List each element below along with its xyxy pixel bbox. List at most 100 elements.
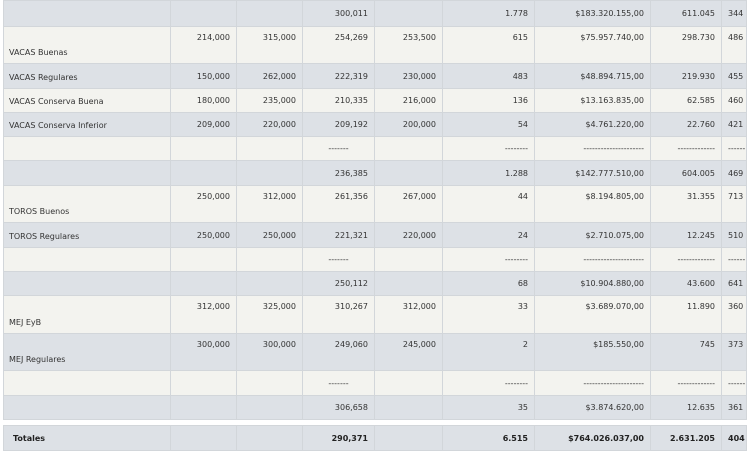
value-cell: 421 (721, 112, 747, 137)
value-cell: ------- (302, 370, 375, 396)
value-cell: $8.194.805,00 (534, 185, 651, 223)
value-cell (236, 425, 303, 451)
row-label-cell (3, 370, 171, 396)
value-cell: 325,000 (236, 295, 303, 334)
row-label-cell: VACAS Regulares (3, 63, 171, 89)
value-cell: -------- (442, 370, 535, 396)
value-cell (236, 370, 303, 396)
value-cell: ------ (721, 370, 747, 396)
row-label-cell: MEJ EyB (3, 295, 171, 334)
value-cell (170, 160, 237, 186)
value-cell: 209,192 (302, 112, 375, 137)
row-label-cell: VACAS Buenas (3, 26, 171, 64)
value-cell: 219.930 (650, 63, 722, 89)
table-row: MEJ EyB 312,000 325,000 310,267 312,000 33 $3.… (3, 295, 747, 334)
value-cell (236, 395, 303, 420)
value-cell: 300,000 (236, 333, 303, 371)
value-cell: $75.957.740,00 (534, 26, 651, 64)
value-cell: 54 (442, 112, 535, 137)
value-cell: ------------- (650, 370, 722, 396)
table-row: VACAS Regulares 150,000 262,000 222,319 230,… (3, 63, 747, 89)
value-cell: 455 (721, 63, 747, 89)
value-cell: $3.689.070,00 (534, 295, 651, 334)
value-cell: $183.320.155,00 (534, 0, 651, 27)
value-cell: 180,000 (170, 88, 237, 113)
value-cell: 221,321 (302, 222, 375, 248)
value-cell: $2.710.075,00 (534, 222, 651, 248)
row-label-cell: VACAS Conserva Inferior (3, 112, 171, 137)
value-cell: 306,658 (302, 395, 375, 420)
value-cell: --------------------- (534, 136, 651, 161)
value-cell: -------- (442, 247, 535, 272)
table-row: MEJ Regulares 300,000 300,000 249,060 245,00… (3, 333, 747, 371)
value-cell: 222,319 (302, 63, 375, 89)
value-cell: 300,000 (170, 333, 237, 371)
value-cell: 33 (442, 295, 535, 334)
value-cell: 2 (442, 333, 535, 371)
value-cell: 44 (442, 185, 535, 223)
table-row: ------- -------- --------------------- ----… (3, 370, 747, 396)
value-cell: ------ (721, 136, 747, 161)
value-cell: 460 (721, 88, 747, 113)
row-label-cell: TOROS Regulares (3, 222, 171, 248)
value-cell: 469 (721, 160, 747, 186)
value-cell: 373 (721, 333, 747, 371)
table-row: ------- -------- --------------------- ----… (3, 247, 747, 272)
value-cell: 1.288 (442, 160, 535, 186)
value-cell (236, 247, 303, 272)
value-cell: 1.778 (442, 0, 535, 27)
value-cell: 150,000 (170, 63, 237, 89)
value-cell: $10.904.880,00 (534, 271, 651, 296)
value-cell: 344 (721, 0, 747, 27)
value-cell (170, 247, 237, 272)
table-row: 300,011 1.778 $183.320.155,00 611.045 344 (3, 0, 747, 27)
table-row: 306,658 35 $3.874.620,00 12.635 361 (3, 395, 747, 420)
cattle-summary-table: 300,011 1.778 $183.320.155,00 611.045 344 VAC… (3, 0, 747, 451)
value-cell: $764.026.037,00 (534, 425, 651, 451)
row-label-cell: VACAS Conserva Buena (3, 88, 171, 113)
value-cell: 312,000 (236, 185, 303, 223)
row-label-cell (3, 271, 171, 296)
value-cell (236, 0, 303, 27)
value-cell: 220,000 (374, 222, 443, 248)
table-row: ------- -------- --------------------- ----… (3, 136, 747, 161)
table-row: VACAS Conserva Inferior 209,000 220,000 209… (3, 112, 747, 137)
row-label-cell (3, 160, 171, 186)
value-cell: 361 (721, 395, 747, 420)
value-cell: 68 (442, 271, 535, 296)
row-label-cell: TOROS Buenos (3, 185, 171, 223)
value-cell: 483 (442, 63, 535, 89)
value-cell: 230,000 (374, 63, 443, 89)
value-cell: $13.163.835,00 (534, 88, 651, 113)
value-cell: 12.635 (650, 395, 722, 420)
value-cell: 262,000 (236, 63, 303, 89)
value-cell (170, 136, 237, 161)
value-cell: 6.515 (442, 425, 535, 451)
value-cell (236, 160, 303, 186)
value-cell: 300,011 (302, 0, 375, 27)
value-cell: 315,000 (236, 26, 303, 64)
value-cell (170, 0, 237, 27)
table-row: VACAS Buenas 214,000 315,000 254,269 253,500… (3, 26, 747, 64)
table-row: TOROS Regulares 250,000 250,000 221,321 220,… (3, 222, 747, 248)
value-cell: $4.761.220,00 (534, 112, 651, 137)
row-label-cell (3, 247, 171, 272)
value-cell (374, 247, 443, 272)
value-cell: 312,000 (170, 295, 237, 334)
value-cell: 210,335 (302, 88, 375, 113)
value-cell: ------------- (650, 247, 722, 272)
value-cell: $48.894.715,00 (534, 63, 651, 89)
row-label-cell: MEJ Regulares (3, 333, 171, 371)
value-cell: 236,385 (302, 160, 375, 186)
value-cell: 12.245 (650, 222, 722, 248)
value-cell: 298.730 (650, 26, 722, 64)
value-cell: 615 (442, 26, 535, 64)
value-cell: $142.777.510,00 (534, 160, 651, 186)
value-cell (236, 271, 303, 296)
value-cell: $3.874.620,00 (534, 395, 651, 420)
table-body: 300,011 1.778 $183.320.155,00 611.045 344 VAC… (3, 0, 747, 451)
value-cell: 267,000 (374, 185, 443, 223)
value-cell: 214,000 (170, 26, 237, 64)
value-cell: 136 (442, 88, 535, 113)
value-cell: ------- (302, 247, 375, 272)
